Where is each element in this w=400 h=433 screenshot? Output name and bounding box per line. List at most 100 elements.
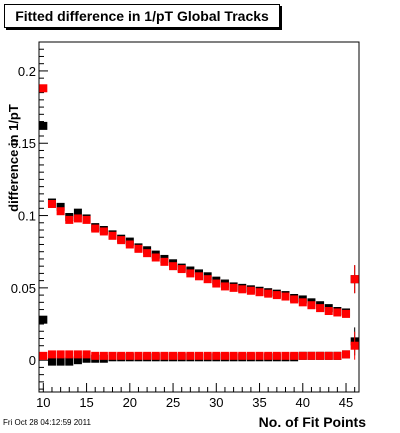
data-point [56,207,65,216]
chart-title: Fitted difference in 1/pT Global Tracks [15,8,269,24]
data-point [73,350,82,359]
data-point [47,199,56,208]
data-point [125,351,134,360]
data-point [186,351,195,360]
data-point [290,295,299,304]
data-markers [39,84,359,366]
data-point [220,282,229,291]
data-point [47,350,56,359]
data-point [39,315,48,324]
data-point [255,351,264,360]
x-tick-label: 25 [166,395,180,410]
data-point [229,283,238,292]
data-point [47,357,56,366]
data-point [307,301,316,310]
data-point [99,227,108,236]
data-point [39,121,48,130]
y-tick-label: 0.2 [18,64,36,79]
data-point [65,350,74,359]
data-point [73,208,82,217]
data-point [169,262,178,271]
data-point [212,351,221,360]
data-point [177,351,186,360]
data-point [134,351,143,360]
axes: 10 15 20 25 30 35 40 45 0 0.05 0.1 0.15 0.2 [11,41,360,410]
data-point [220,351,229,360]
data-point [99,351,108,360]
data-point [238,351,247,360]
data-point [65,357,74,366]
data-point [298,351,307,360]
x-tick-label: 10 [36,395,50,410]
data-point [186,269,195,278]
timestamp: Fri Oct 28 04:12:59 2011 [3,418,91,427]
data-point [246,351,255,360]
data-point [333,351,342,360]
data-point [82,350,91,359]
data-point [246,286,255,295]
data-point [290,351,299,360]
data-point [203,351,212,360]
data-point [264,351,273,360]
x-tick-label: 30 [209,395,223,410]
data-point [324,307,333,316]
data-point [212,279,221,288]
x-axis-label: No. of Fit Points [259,414,367,430]
data-point [255,288,264,297]
data-point [272,351,281,360]
data-point [160,351,169,360]
x-tick-label: 35 [252,395,266,410]
data-point [125,240,134,249]
x-tick-label: 15 [79,395,93,410]
data-point [203,275,212,284]
data-point [281,292,290,301]
data-point [350,275,359,284]
x-tick-label: 45 [339,395,353,410]
data-point [39,84,48,93]
data-point [39,351,48,360]
data-point [82,354,91,363]
data-point [108,231,117,240]
data-point [56,357,65,366]
data-point [316,304,325,313]
data-point [324,351,333,360]
data-point [195,272,203,281]
data-point [56,202,65,211]
data-point [108,351,117,360]
data-point [73,356,82,365]
y-axis-label: difference in 1/pT [6,104,21,212]
data-point [117,351,126,360]
data-point [82,215,91,224]
y-tick-label: 0 [29,353,36,368]
data-point [229,351,238,360]
data-point [281,351,290,360]
chart-title-box: Fitted difference in 1/pT Global Tracks [4,4,280,28]
data-point [65,215,74,224]
data-point [143,351,152,360]
data-point [238,285,247,294]
data-point [342,309,351,318]
data-point [333,308,342,317]
x-tick-label: 40 [296,395,310,410]
x-tick-label: 20 [123,395,137,410]
data-point [91,224,100,233]
data-point [160,257,169,266]
data-point [73,214,82,223]
data-point [134,244,143,253]
data-point [151,253,160,262]
data-point [350,341,359,350]
data-point [117,236,126,245]
data-point [151,351,160,360]
data-point [91,351,100,360]
y-tick-label: 0.05 [11,281,36,296]
y-tick-label: 0.1 [18,209,36,224]
data-point [316,351,325,360]
data-point [169,351,178,360]
data-point [143,249,152,258]
data-point [195,351,203,360]
data-point [342,350,351,359]
y-tick-label: 0.15 [11,136,36,151]
data-point [298,298,307,307]
data-point [177,265,186,274]
